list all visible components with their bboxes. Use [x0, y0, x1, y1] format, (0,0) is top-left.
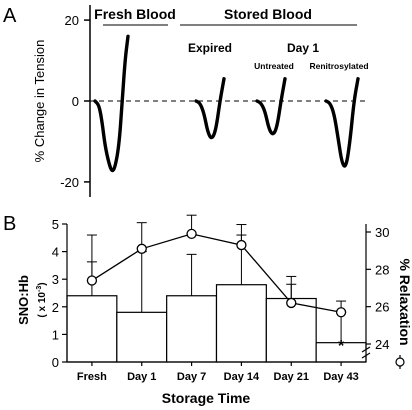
bar — [116, 311, 168, 363]
axis-break-mark — [361, 346, 371, 353]
panel-b-ytick-label: 5 — [52, 217, 59, 232]
panel-label-a: A — [3, 5, 17, 27]
label-untreated: Untreated — [254, 61, 294, 71]
relaxation-line — [91, 233, 342, 313]
category-label: Day 1 — [127, 371, 156, 383]
panel-b: B SNO:Hb ( x 10-3) % Relaxation 0 1 2 3 4 5 Fr… — [3, 213, 412, 406]
label-fresh-blood: Fresh Blood — [94, 6, 176, 22]
label-renitrosylated: Renitrosylated — [309, 61, 368, 71]
axis-break-mark — [361, 352, 371, 359]
label-expired: Expired — [188, 41, 232, 55]
ylabel-unit-exp: -3 — [36, 286, 43, 292]
bar — [215, 284, 267, 363]
panel-b-xlabel: Storage Time — [162, 390, 251, 406]
trace-fresh-blood — [93, 34, 130, 173]
category-label: Day 43 — [323, 371, 358, 383]
ylabel-unit-base: ( x 10 — [37, 292, 48, 318]
panel-a-ylabel: % Change in Tension — [32, 40, 47, 163]
panel-b-ylabel-unit: ( x 10-3) — [36, 282, 48, 317]
panel-b-ytick-label: 4 — [52, 245, 59, 260]
tension-traces — [93, 34, 360, 173]
category-label: Day 7 — [177, 371, 206, 383]
relaxation-point — [136, 243, 147, 254]
panel-b-y2tick-label: 26 — [375, 300, 389, 315]
category-label: Day 21 — [274, 371, 309, 383]
panel-a-ticks: 20 0 -20 — [60, 13, 90, 190]
panel-b-ytick-label: 3 — [52, 272, 59, 287]
panel-b-y2tick-label: 24 — [375, 337, 389, 352]
relaxation-point — [86, 275, 98, 286]
trace-untreated — [255, 77, 287, 136]
y2-legend-marker — [395, 357, 405, 367]
panel-b-ytick-label: 2 — [52, 300, 59, 315]
relaxation-point — [186, 228, 197, 240]
panel-a-ytick-label: -20 — [60, 175, 79, 190]
trace-renitrosylated — [324, 77, 360, 168]
panel-a-ytick-label: 0 — [72, 94, 79, 109]
panel-b-ylabel: SNO:Hb — [16, 275, 31, 325]
label-stored-blood: Stored Blood — [224, 6, 312, 22]
panel-b-y2tick-label: 30 — [375, 225, 389, 240]
bar — [166, 295, 218, 363]
ylabel-unit-close: ) — [37, 282, 48, 285]
relaxation-point — [236, 239, 247, 251]
panel-label-b: B — [3, 213, 16, 235]
panel-b-y2label: % Relaxation — [397, 258, 412, 345]
bar — [66, 295, 118, 363]
category-label: Day 14 — [224, 371, 260, 383]
label-day-1: Day 1 — [287, 41, 319, 55]
panel-b-ytick-label: 0 — [52, 355, 59, 370]
panel-b-ytick-label: 1 — [52, 327, 59, 342]
panel-a-ytick-label: 20 — [65, 13, 79, 28]
relaxation-point — [335, 307, 347, 318]
panel-b-plot: 0 1 2 3 4 5 Fresh Day 1 Day 7 Day 14 Day 21 Day 43 2… — [52, 214, 389, 383]
trace-expired — [194, 77, 226, 140]
category-label: Fresh — [77, 371, 107, 383]
significance-asterisk: * — [338, 338, 345, 355]
panel-a: A % Change in Tension 20 0 -20 Fresh Blood… — [3, 5, 369, 197]
relaxation-point — [286, 297, 297, 309]
panel-b-y2tick-label: 28 — [375, 262, 389, 277]
